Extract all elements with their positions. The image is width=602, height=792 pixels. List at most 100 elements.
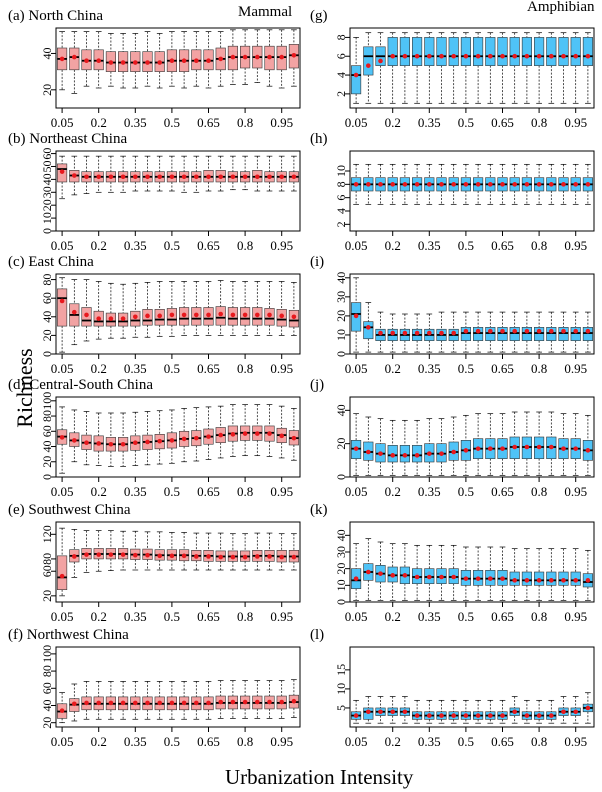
x-tick-label: 0.05: [345, 361, 368, 376]
box-i-19: [582, 327, 593, 341]
mean-marker: [279, 554, 285, 560]
mean-marker: [206, 312, 211, 318]
y-tick-label: 0: [40, 228, 54, 234]
panel-title-c: (c) East China: [8, 254, 94, 270]
mean-marker: [561, 182, 566, 187]
x-tick-label: 0.8: [237, 609, 253, 624]
mean-marker: [242, 554, 248, 560]
box-g-13: [509, 37, 520, 66]
x-tick-label: 0.65: [491, 734, 514, 749]
mean-marker: [475, 328, 481, 334]
mean-marker: [439, 53, 444, 59]
mean-marker: [206, 434, 211, 439]
box-i-18: [570, 327, 581, 341]
mean-marker: [402, 330, 408, 336]
panel-j: 0 20 40 0.05 0.2 0.35 0.5 0.65 0.8 0.95 (j): [310, 377, 595, 499]
mean-marker: [353, 713, 359, 718]
x-tick-label: 0.5: [164, 609, 180, 624]
y-tick-label: 50: [40, 160, 54, 172]
y-tick-label: 60: [40, 292, 54, 304]
mean-marker: [218, 56, 223, 62]
mean-marker: [561, 578, 566, 583]
mean-marker: [194, 435, 199, 441]
mean-marker: [145, 313, 150, 319]
x-tick-label: 0.05: [51, 484, 74, 499]
mean-marker: [378, 330, 383, 336]
mean-marker: [573, 182, 578, 187]
y-tick-label: 100: [40, 645, 54, 663]
mean-marker: [230, 54, 236, 60]
mean-marker: [512, 578, 517, 583]
x-tick-label: 0.2: [91, 484, 107, 499]
x-tick-label: 0.5: [164, 361, 180, 376]
mean-marker: [366, 325, 371, 330]
y-axis-label: Richness: [12, 348, 37, 428]
x-tick-label: 0.2: [91, 609, 107, 624]
mean-marker: [488, 53, 493, 59]
x-tick-label: 0.35: [124, 734, 147, 749]
mean-marker: [291, 174, 297, 180]
mean-marker: [242, 174, 248, 180]
x-tick-label: 0.5: [458, 238, 474, 253]
mean-marker: [549, 578, 554, 583]
y-tick-label: 6: [334, 195, 348, 201]
x-tick-label: 0.95: [270, 238, 293, 253]
mean-marker: [414, 574, 420, 580]
mean-marker: [157, 700, 162, 706]
mean-marker: [120, 441, 126, 447]
panel-title-k: (k): [310, 502, 328, 518]
x-tick-label: 0.2: [91, 734, 107, 749]
mean-marker: [475, 182, 481, 187]
mean-marker: [402, 53, 408, 59]
box-i-17: [558, 327, 569, 341]
x-tick-label: 0.95: [270, 484, 293, 499]
plot-frame-i: [349, 273, 595, 355]
y-tick-label: 0: [40, 474, 54, 480]
mean-marker: [439, 182, 444, 187]
x-tick-label: 0.2: [385, 115, 401, 130]
box-g-14: [521, 37, 532, 66]
mean-marker: [267, 174, 272, 180]
y-tick-label: 6: [334, 53, 348, 59]
mean-marker: [120, 700, 126, 706]
mean-marker: [585, 578, 591, 583]
mean-marker: [353, 576, 359, 581]
x-tick-label: 0.05: [345, 484, 368, 499]
x-tick-label: 0.35: [124, 238, 147, 253]
x-tick-label: 0.05: [51, 361, 74, 376]
mean-marker: [291, 554, 297, 560]
mean-marker: [108, 60, 114, 65]
x-tick-label: 0.8: [531, 734, 547, 749]
box-i-13: [509, 327, 520, 341]
y-tick-label: 40: [40, 311, 54, 323]
mean-marker: [427, 451, 432, 456]
mean-marker: [230, 432, 236, 437]
mean-marker: [169, 58, 175, 64]
x-tick-label: 0.65: [491, 115, 514, 130]
mean-marker: [390, 453, 396, 458]
mean-marker: [536, 713, 542, 718]
mean-marker: [536, 578, 542, 583]
x-tick-label: 0.05: [51, 238, 74, 253]
x-tick-label: 0.35: [124, 484, 147, 499]
panel-l: 5 10 15 0.05 0.2 0.35 0.5 0.65 0.8 0.95 (l): [310, 627, 595, 749]
x-tick-label: 0.5: [164, 238, 180, 253]
mean-marker: [451, 574, 457, 580]
x-tick-label: 0.35: [418, 115, 441, 130]
y-tick-label: 80: [40, 665, 54, 677]
panel-title-h: (h): [310, 131, 328, 147]
y-tick-label: 80: [40, 553, 54, 565]
mean-marker: [267, 699, 272, 705]
mean-marker: [390, 182, 396, 187]
mean-marker: [108, 552, 114, 557]
x-tick-label: 0.5: [164, 115, 180, 130]
mean-marker: [96, 316, 101, 321]
mean-marker: [194, 58, 199, 64]
mean-marker: [561, 709, 566, 715]
mean-marker: [120, 552, 126, 557]
mean-marker: [427, 53, 432, 59]
mean-marker: [585, 182, 591, 187]
mean-marker: [279, 54, 285, 60]
mean-marker: [230, 312, 236, 318]
